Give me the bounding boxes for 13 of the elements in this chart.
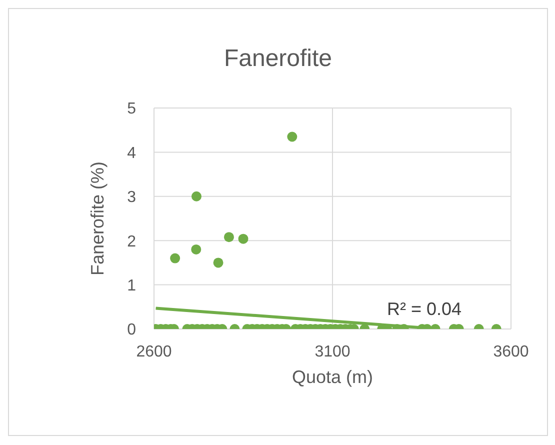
y-tick-label: 1 bbox=[127, 277, 136, 294]
x-tick-label: 3100 bbox=[314, 343, 350, 360]
chart-title: Fanerofite bbox=[222, 45, 334, 73]
y-tick-label: 3 bbox=[127, 189, 136, 206]
x-axis-title: Quota (m) bbox=[292, 367, 374, 387]
x-tick-label: 2600 bbox=[136, 343, 172, 360]
y-tick-label: 2 bbox=[127, 233, 136, 250]
y-tick-label: 4 bbox=[127, 144, 136, 162]
x-tick-label: 3600 bbox=[493, 343, 529, 360]
y-tick-label: 5 bbox=[127, 100, 136, 118]
y-axis-title: Fanerofite (%) bbox=[87, 161, 108, 276]
annotation: R² = 0.04 bbox=[387, 299, 462, 319]
y-tick-label: 0 bbox=[127, 322, 136, 339]
